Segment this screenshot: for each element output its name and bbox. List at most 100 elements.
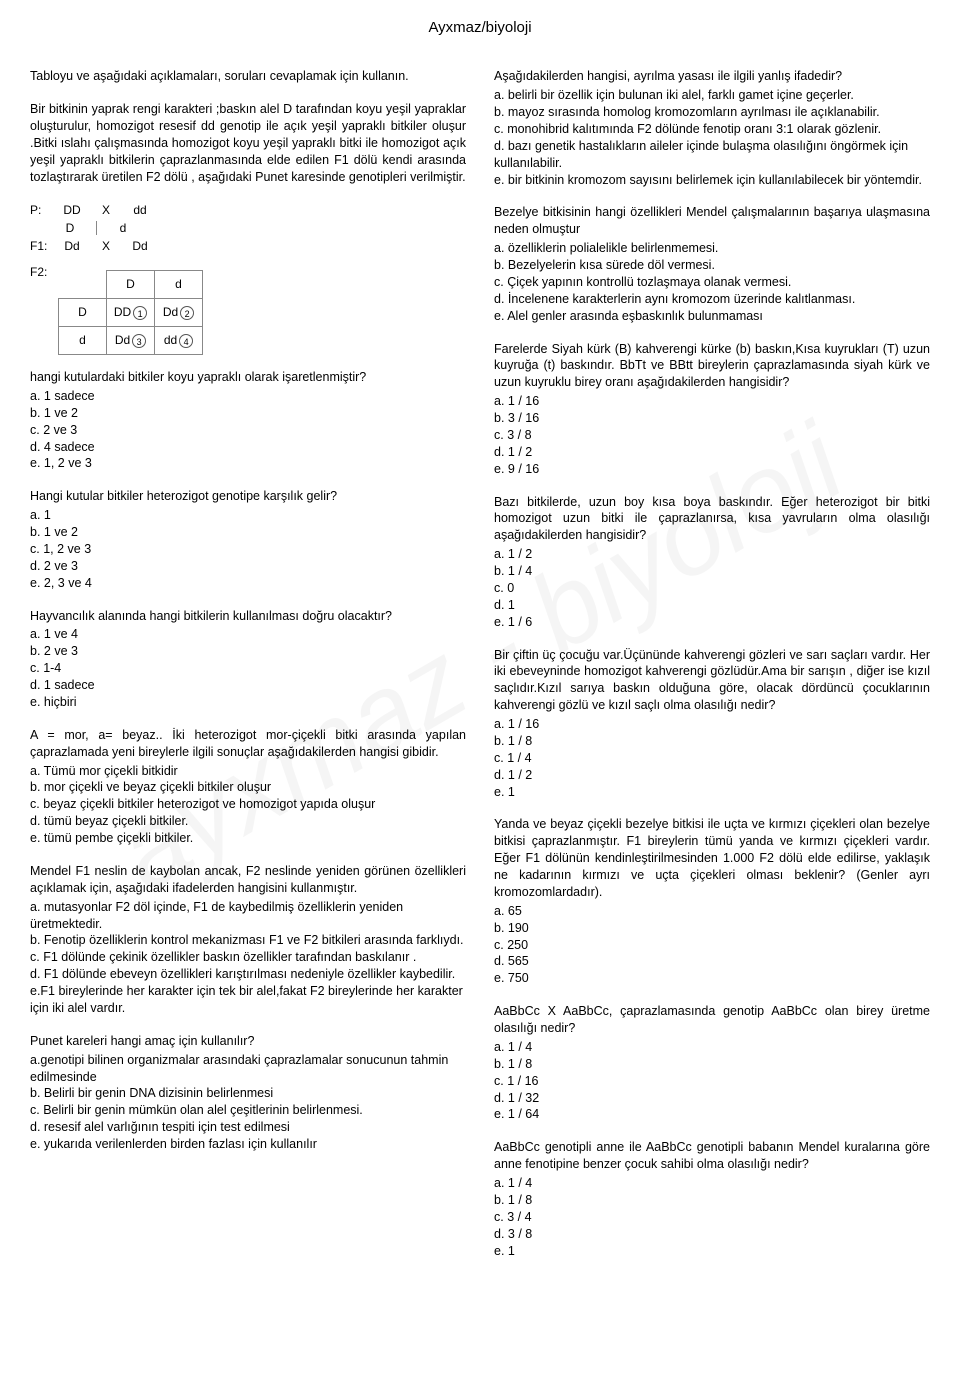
q11-e: e. 1 xyxy=(494,784,930,801)
p-x: X xyxy=(92,202,120,218)
f1-left: Dd xyxy=(58,238,86,254)
q9-a: a. 1 / 16 xyxy=(494,393,930,410)
q6-a: a.genotipi bilinen organizmalar arasında… xyxy=(30,1052,466,1086)
q8-a: a. özelliklerin polialelikle belirlenmem… xyxy=(494,240,930,257)
q1-a: a. 1 sadece xyxy=(30,388,466,405)
q8-e: e. Alel genler arasında eşbaskınlık bulu… xyxy=(494,308,930,325)
q3-d: d. 1 sadece xyxy=(30,677,466,694)
q13-c: c. 1 / 16 xyxy=(494,1073,930,1090)
q11-c: c. 1 / 4 xyxy=(494,750,930,767)
p-left: DD xyxy=(58,202,86,218)
q6-b: b. Belirli bir genin DNA dizisinin belir… xyxy=(30,1085,466,1102)
q11-b: b. 1 / 8 xyxy=(494,733,930,750)
q7-c: c. monohibrid kalıtımında F2 dölünde fen… xyxy=(494,121,930,138)
q1-stem: hangi kutulardaki bitkiler koyu yapraklı… xyxy=(30,369,466,386)
q11: Bir çiftin üç çocuğu var.Üçününde kahver… xyxy=(494,647,930,801)
q14-b: b. 1 / 8 xyxy=(494,1192,930,1209)
q12-c: c. 250 xyxy=(494,937,930,954)
setup-paragraph: Bir bitkinin yaprak rengi karakteri ;bas… xyxy=(30,101,466,185)
q3-c: c. 1-4 xyxy=(30,660,466,677)
q5-c: c. F1 dölünde çekinik özellikler baskın … xyxy=(30,949,466,966)
q1-e: e. 1, 2 ve 3 xyxy=(30,455,466,472)
q6-e: e. yukarıda verilenlerden birden fazlası… xyxy=(30,1136,466,1153)
q13-d: d. 1 / 32 xyxy=(494,1090,930,1107)
q5-b: b. Fenotip özelliklerin kontrol mekanizm… xyxy=(30,932,466,949)
q2-stem: Hangi kutular bitkiler heterozigot genot… xyxy=(30,488,466,505)
q4-e: e. tümü pembe çiçekli bitkiler. xyxy=(30,830,466,847)
q5-d: d. F1 dölünde ebeveyn özellikleri karışt… xyxy=(30,966,466,983)
f1-x: X xyxy=(92,238,120,254)
q2-c: c. 1, 2 ve 3 xyxy=(30,541,466,558)
q5-e: e.F1 bireylerinde her karakter için tek … xyxy=(30,983,466,1017)
q12-e: e. 750 xyxy=(494,970,930,987)
q4-a: a. Tümü mor çiçekli bitkidir xyxy=(30,763,466,780)
q3-a: a. 1 ve 4 xyxy=(30,626,466,643)
cell-1: DD1 xyxy=(107,299,155,327)
q4: A = mor, a= beyaz.. İki heterozigot mor-… xyxy=(30,727,466,847)
q9-e: e. 9 / 16 xyxy=(494,461,930,478)
q3: Hayvancılık alanında hangi bitkilerin ku… xyxy=(30,608,466,711)
q14-stem: AaBbCc genotipli anne ile AaBbCc genotip… xyxy=(494,1139,930,1173)
q8-d: d. İncelenene karakterlerin aynı kromozo… xyxy=(494,291,930,308)
q14-c: c. 3 / 4 xyxy=(494,1209,930,1226)
q7-stem: Aşağıdakilerden hangisi, ayrılma yasası … xyxy=(494,68,930,85)
q3-stem: Hayvancılık alanında hangi bitkilerin ku… xyxy=(30,608,466,625)
q10-a: a. 1 / 2 xyxy=(494,546,930,563)
q13-stem: AaBbCc X AaBbCc, çaprazlamasında genotip… xyxy=(494,1003,930,1037)
cross-diagram: P: DD X dd D d F1: Dd X Dd F2: xyxy=(30,202,466,356)
cell-2: Dd2 xyxy=(155,299,203,327)
q14-a: a. 1 / 4 xyxy=(494,1175,930,1192)
q13: AaBbCc X AaBbCc, çaprazlamasında genotip… xyxy=(494,1003,930,1123)
q4-stem: A = mor, a= beyaz.. İki heterozigot mor-… xyxy=(30,727,466,761)
page-title: Ayxmaz/biyoloji xyxy=(30,18,930,38)
right-column: Aşağıdakilerden hangisi, ayrılma yasası … xyxy=(494,68,930,1275)
q7: Aşağıdakilerden hangisi, ayrılma yasası … xyxy=(494,68,930,188)
q7-a: a. belirli bir özellik için bulunan iki … xyxy=(494,87,930,104)
q9-stem: Farelerde Siyah kürk (B) kahverengi kürk… xyxy=(494,341,930,392)
q4-c: c. beyaz çiçekli bitkiler heterozigot ve… xyxy=(30,796,466,813)
q3-e: e. hiçbiri xyxy=(30,694,466,711)
q11-stem: Bir çiftin üç çocuğu var.Üçününde kahver… xyxy=(494,647,930,715)
q14-e: e. 1 xyxy=(494,1243,930,1260)
q7-d: d. bazı genetik hastalıkların aileler iç… xyxy=(494,138,930,172)
q6-c: c. Belirli bir genin mümkün olan alel çe… xyxy=(30,1102,466,1119)
q11-d: d. 1 / 2 xyxy=(494,767,930,784)
q3-b: b. 2 ve 3 xyxy=(30,643,466,660)
cell-3: Dd3 xyxy=(107,327,155,355)
q10-d: d. 1 xyxy=(494,597,930,614)
q2: Hangi kutular bitkiler heterozigot genot… xyxy=(30,488,466,591)
columns: Tabloyu ve aşağıdaki açıklamaları, sorul… xyxy=(30,68,930,1275)
gam-d-lower: d xyxy=(109,220,137,236)
q10-e: e. 1 / 6 xyxy=(494,614,930,631)
q8-c: c. Çiçek yapının kontrollü tozlaşmaya ol… xyxy=(494,274,930,291)
q10-c: c. 0 xyxy=(494,580,930,597)
q9-c: c. 3 / 8 xyxy=(494,427,930,444)
left-column: Tabloyu ve aşağıdaki açıklamaları, sorul… xyxy=(30,68,466,1275)
q4-d: d. tümü beyaz çiçekli bitkiler. xyxy=(30,813,466,830)
q9: Farelerde Siyah kürk (B) kahverengi kürk… xyxy=(494,341,930,478)
q9-b: b. 3 / 16 xyxy=(494,410,930,427)
q8-b: b. Bezelyelerin kısa sürede döl vermesi. xyxy=(494,257,930,274)
p-right: dd xyxy=(126,202,154,218)
q11-a: a. 1 / 16 xyxy=(494,716,930,733)
f2-label: F2: xyxy=(30,264,52,280)
q6-stem: Punet kareleri hangi amaç için kullanılı… xyxy=(30,1033,466,1050)
q12-a: a. 65 xyxy=(494,903,930,920)
q13-a: a. 1 / 4 xyxy=(494,1039,930,1056)
q10: Bazı bitkilerde, uzun boy kısa boya bask… xyxy=(494,494,930,631)
q7-b: b. mayoz sırasında homolog kromozomların… xyxy=(494,104,930,121)
q5-a: a. mutasyonlar F2 döl içinde, F1 de kayb… xyxy=(30,899,466,933)
row-D: D xyxy=(59,299,107,327)
f1-label: F1: xyxy=(30,238,52,254)
q2-e: e. 2, 3 ve 4 xyxy=(30,575,466,592)
gam-d-upper: D xyxy=(56,220,84,236)
q10-stem: Bazı bitkilerde, uzun boy kısa boya bask… xyxy=(494,494,930,545)
punnett-square: D d D DD1 Dd2 d Dd3 dd4 xyxy=(58,270,203,355)
q13-b: b. 1 / 8 xyxy=(494,1056,930,1073)
q4-b: b. mor çiçekli ve beyaz çiçekli bitkiler… xyxy=(30,779,466,796)
q12-d: d. 565 xyxy=(494,953,930,970)
row-d: d xyxy=(59,327,107,355)
q5: Mendel F1 neslin de kaybolan ancak, F2 n… xyxy=(30,863,466,1017)
q2-a: a. 1 xyxy=(30,507,466,524)
p-label: P: xyxy=(30,202,52,218)
